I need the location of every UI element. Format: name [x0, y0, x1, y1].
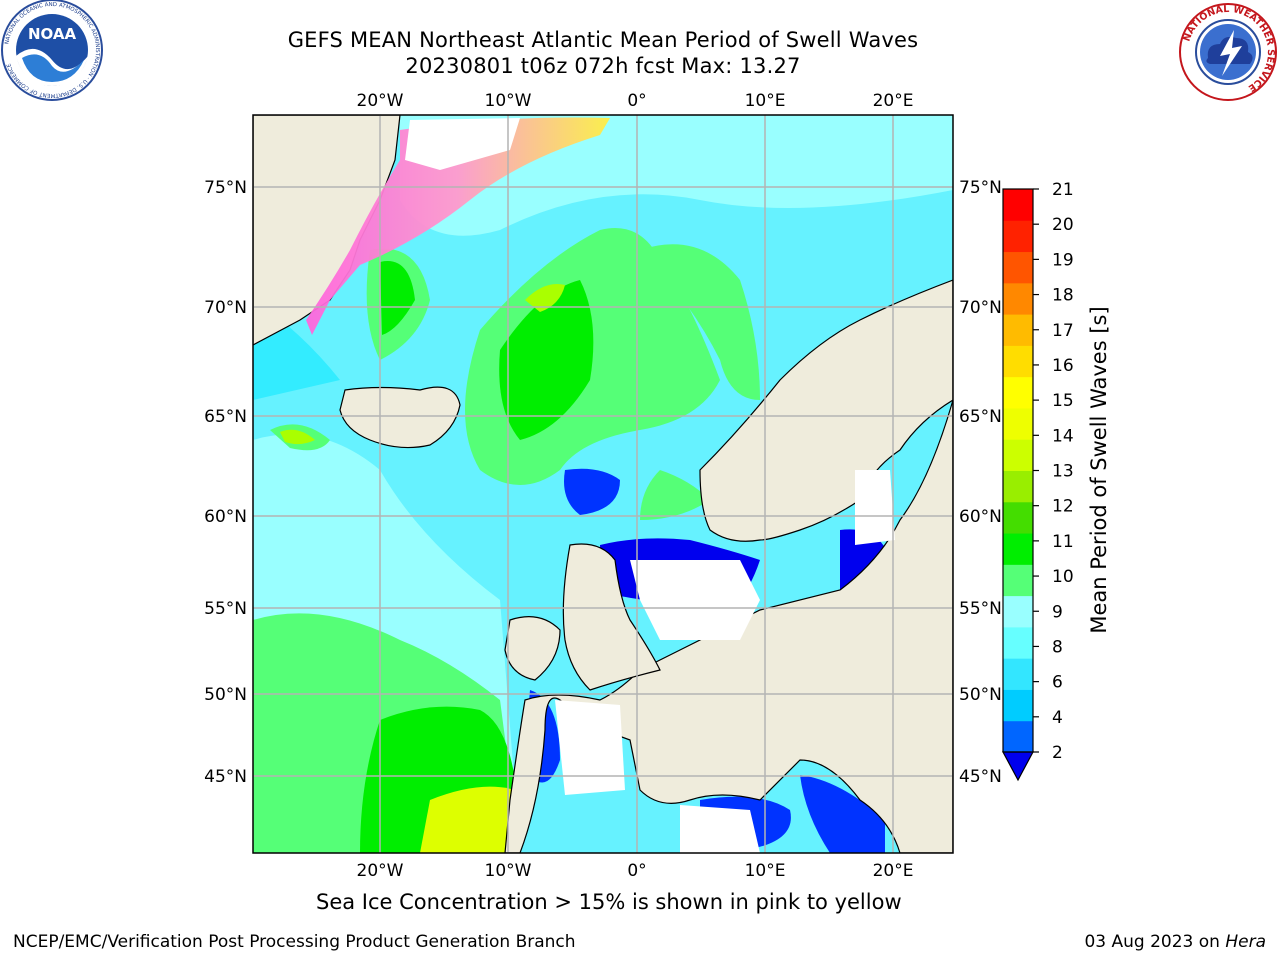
- map-title: GEFS MEAN Northeast Atlantic Mean Period…: [287, 28, 919, 52]
- colorbar-swatch: [1003, 689, 1033, 722]
- nws-logo: NATIONAL WEATHER SERVICE: [1179, 3, 1277, 101]
- lat-tick-right-6: 45°N: [959, 767, 1002, 787]
- no-data-baltic: [855, 470, 895, 545]
- lon-tick-top-0: 20°W: [357, 91, 404, 111]
- no-data-mediterranean: [680, 805, 760, 853]
- map-subtitle: 20230801 t06z 072h fcst Max: 13.27: [405, 54, 801, 78]
- lat-ticks: 75°N 70°N 65°N 60°N 55°N 50°N 45°N 75°N …: [204, 178, 1002, 787]
- colorbar-swatch: [1003, 314, 1033, 346]
- map-border: [252, 114, 954, 854]
- scandinavia: [699, 279, 953, 542]
- lon-tick-bottom-4: 20°E: [873, 861, 914, 881]
- lon-tick-bottom-2: 0°: [627, 861, 646, 881]
- lat-tick-right-2: 65°N: [959, 407, 1002, 427]
- graticule: [253, 115, 953, 853]
- colorbar-swatch: [1003, 595, 1033, 628]
- run-date: 03 Aug 2023 on: [1084, 932, 1226, 952]
- colorbar-swatch: [1003, 345, 1033, 378]
- swell-zone-west-iceland-core: [280, 429, 315, 445]
- lat-tick-left-5: 50°N: [204, 685, 247, 705]
- colorbar-tick-label: 15: [1052, 391, 1074, 411]
- lat-tick-left-0: 75°N: [204, 178, 247, 198]
- colorbar-tick-label: 21: [1052, 180, 1074, 200]
- lon-tick-bottom-0: 20°W: [357, 861, 404, 881]
- colorbar-tick-label: 19: [1052, 250, 1074, 270]
- colorbar-tick-label: 14: [1052, 426, 1074, 446]
- lon-ticks: 20°W 10°W 0° 10°E 20°E 20°W 10°W 0° 10°E…: [357, 91, 914, 881]
- lat-tick-right-1: 70°N: [959, 298, 1002, 318]
- colorbar: 2 4 6 8 9 10 11 12 13 14 15 16 17 18 19 20 21: [1001, 180, 1074, 782]
- sea-ice-gap: [405, 118, 520, 170]
- colorbar-underflow-arrow: [1001, 751, 1035, 782]
- colorbar-tick-label: 10: [1052, 567, 1074, 587]
- colorbar-tick-label: 17: [1052, 321, 1074, 341]
- colorbar-tick-label: 9: [1052, 602, 1063, 622]
- swell-zone-denmark-strait-core: [380, 261, 415, 335]
- run-date-credit: 03 Aug 2023 on Hera: [1084, 932, 1266, 952]
- run-host: Hera: [1225, 932, 1266, 952]
- noaa-logo: NOAA NATIONAL OCEANIC AND ATMOSPHERIC AD…: [1, 0, 103, 101]
- lat-tick-right-5: 50°N: [959, 685, 1002, 705]
- colorbar-tick-label: 13: [1052, 462, 1074, 482]
- lon-tick-bottom-1: 10°W: [485, 861, 532, 881]
- colorbar-swatch: [1003, 189, 1033, 221]
- colorbar-tick-label: 12: [1052, 497, 1074, 517]
- swell-zone-shetland: [564, 468, 620, 515]
- colorbar-swatch: [1003, 251, 1033, 284]
- colorbar-tick-label: 16: [1052, 356, 1074, 376]
- colorbar-swatch: [1003, 470, 1033, 503]
- colorbar-swatch: [1003, 564, 1033, 597]
- swell-zone-norway-coast: [640, 470, 710, 520]
- colorbar-tick-label: 18: [1052, 286, 1074, 306]
- colorbar-swatch: [1003, 626, 1033, 659]
- lat-tick-left-6: 45°N: [204, 767, 247, 787]
- swell-zone-13s: [420, 786, 515, 853]
- lat-tick-left-3: 60°N: [204, 507, 247, 527]
- colorbar-swatch: [1003, 376, 1033, 409]
- colorbar-swatch: [1003, 501, 1033, 534]
- lon-tick-top-1: 10°W: [485, 91, 532, 111]
- swell-zone-12s: [525, 284, 565, 312]
- noaa-logo-text: NOAA: [28, 25, 77, 43]
- swell-zone-adriatic: [800, 775, 885, 853]
- map-canvas: [253, 115, 953, 853]
- great-britain: [562, 543, 661, 691]
- lat-tick-right-3: 60°N: [959, 507, 1002, 527]
- lat-tick-right-0: 75°N: [959, 178, 1002, 198]
- iceland: [339, 386, 461, 449]
- ireland: [504, 616, 561, 681]
- no-data-north-sea: [630, 560, 760, 640]
- lat-tick-left-1: 70°N: [204, 298, 247, 318]
- swell-zone-norwegian-sea: [640, 244, 760, 400]
- colorbar-tick-label: 6: [1052, 673, 1063, 693]
- colorbar-tick-label: 20: [1052, 215, 1074, 235]
- lon-tick-top-2: 0°: [627, 91, 646, 111]
- colorbar-swatch: [1003, 439, 1033, 471]
- colorbar-tick-label: 11: [1052, 532, 1074, 552]
- lon-tick-top-4: 20°E: [873, 91, 914, 111]
- colorbar-swatch: [1003, 407, 1033, 440]
- colorbar-tick-label: 2: [1052, 743, 1063, 763]
- lon-tick-top-3: 10°E: [745, 91, 786, 111]
- swell-zone-11s: [499, 280, 594, 440]
- colorbar-swatch: [1003, 282, 1033, 315]
- producer-credit: NCEP/EMC/Verification Post Processing Pr…: [13, 932, 576, 952]
- colorbar-label: Mean Period of Swell Waves [s]: [1087, 306, 1111, 633]
- lat-tick-right-4: 55°N: [959, 599, 1002, 619]
- colorbar-swatch: [1003, 220, 1033, 253]
- lat-tick-left-4: 55°N: [204, 599, 247, 619]
- colorbar-swatch: [1003, 533, 1033, 565]
- colorbar-swatch: [1003, 720, 1033, 753]
- colorbar-tick-label: 4: [1052, 708, 1063, 728]
- sea-ice-footnote: Sea Ice Concentration > 15% is shown in …: [316, 890, 902, 914]
- colorbar-swatch: [1003, 658, 1033, 690]
- lat-tick-left-2: 65°N: [204, 407, 247, 427]
- lon-tick-bottom-3: 10°E: [745, 861, 786, 881]
- colorbar-tick-label: 8: [1052, 637, 1063, 657]
- no-data-iberia: [555, 700, 625, 795]
